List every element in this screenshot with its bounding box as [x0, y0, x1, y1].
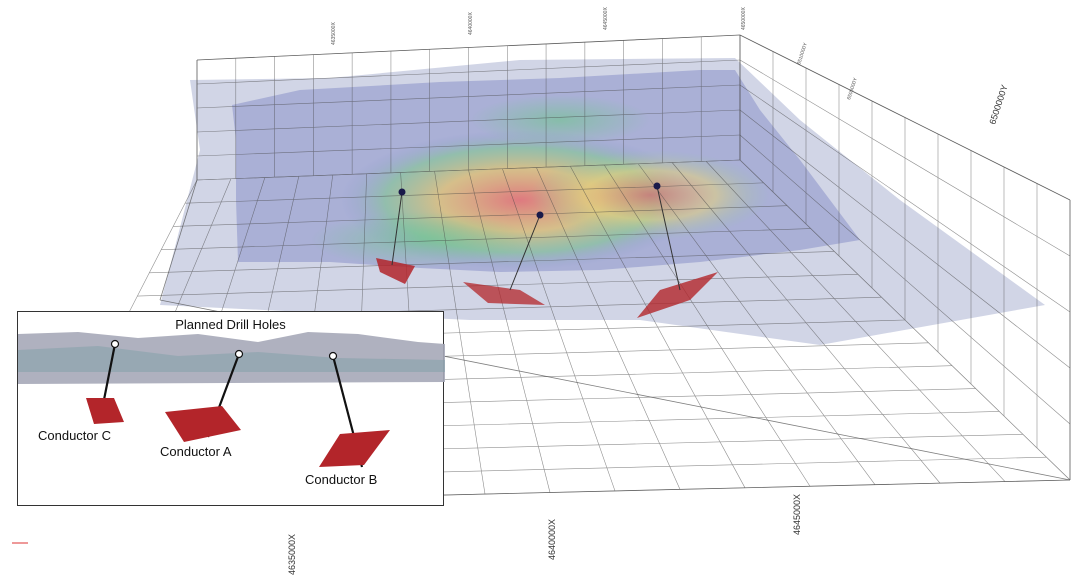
conductor-c-label: Conductor C — [38, 428, 111, 443]
planned-drill-holes-inset: Planned Drill Holes Conductor C Conducto… — [17, 311, 445, 506]
inset-title: Planned Drill Holes — [175, 317, 286, 332]
y-axis-label-2: 6505000Y — [846, 76, 859, 100]
inset-collar-c — [110, 339, 120, 349]
y-axis-label-1: 6500000Y — [987, 83, 1009, 125]
inset-collar-b — [328, 351, 338, 361]
conductor-b-label: Conductor B — [305, 472, 378, 487]
conductor-plate-c — [376, 258, 415, 284]
x-axis-label-2: 4640000X — [547, 519, 557, 560]
conductor-plate-b — [637, 272, 718, 318]
top-tick-2: 4645000X — [603, 7, 609, 30]
y-axis-label-3: 6510000Y — [796, 41, 809, 65]
top-tick-4: 4635000X — [331, 22, 337, 45]
inset-conductor-b — [319, 430, 390, 467]
top-tick-3: 4640000X — [468, 12, 474, 35]
anomaly-zone-2 — [530, 150, 770, 240]
anomaly-zone-3 — [470, 95, 650, 145]
inset-conductor-a — [165, 406, 241, 442]
inset-collar-a — [234, 349, 244, 359]
inset-surface-layer — [18, 346, 445, 372]
collar-marker-3 — [653, 182, 661, 190]
conductor-a-label: Conductor A — [160, 444, 232, 459]
top-tick-1: 4650000X — [741, 7, 747, 30]
drill-traces — [391, 185, 681, 291]
x-axis-label-3: 4645000X — [792, 494, 802, 535]
inset-conductor-c — [86, 398, 124, 424]
conductor-plate-a — [463, 282, 545, 305]
inset-section-view — [18, 332, 445, 468]
collar-marker-2 — [536, 211, 544, 219]
collar-marker-1 — [398, 188, 406, 196]
x-axis-label-1: 4635000X — [287, 534, 297, 575]
